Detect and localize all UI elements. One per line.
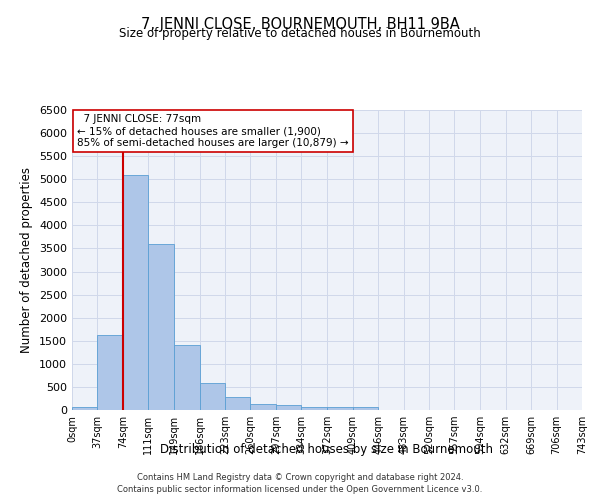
Text: Size of property relative to detached houses in Bournemouth: Size of property relative to detached ho… xyxy=(119,28,481,40)
Text: Contains public sector information licensed under the Open Government Licence v3: Contains public sector information licen… xyxy=(118,485,482,494)
Text: 7, JENNI CLOSE, BOURNEMOUTH, BH11 9BA: 7, JENNI CLOSE, BOURNEMOUTH, BH11 9BA xyxy=(140,18,460,32)
Y-axis label: Number of detached properties: Number of detached properties xyxy=(20,167,34,353)
Bar xyxy=(353,408,378,410)
Bar xyxy=(123,174,148,410)
Bar xyxy=(328,408,353,410)
Bar xyxy=(148,244,174,410)
Bar xyxy=(200,383,225,410)
Bar xyxy=(97,335,123,410)
Bar xyxy=(225,397,250,410)
Bar xyxy=(174,346,200,410)
Text: 7 JENNI CLOSE: 77sqm
← 15% of detached houses are smaller (1,900)
85% of semi-de: 7 JENNI CLOSE: 77sqm ← 15% of detached h… xyxy=(77,114,349,148)
Text: Distribution of detached houses by size in Bournemouth: Distribution of detached houses by size … xyxy=(160,442,493,456)
Bar xyxy=(250,404,276,410)
Bar xyxy=(72,406,97,410)
Bar xyxy=(276,406,301,410)
Bar xyxy=(301,406,328,410)
Text: Contains HM Land Registry data © Crown copyright and database right 2024.: Contains HM Land Registry data © Crown c… xyxy=(137,472,463,482)
